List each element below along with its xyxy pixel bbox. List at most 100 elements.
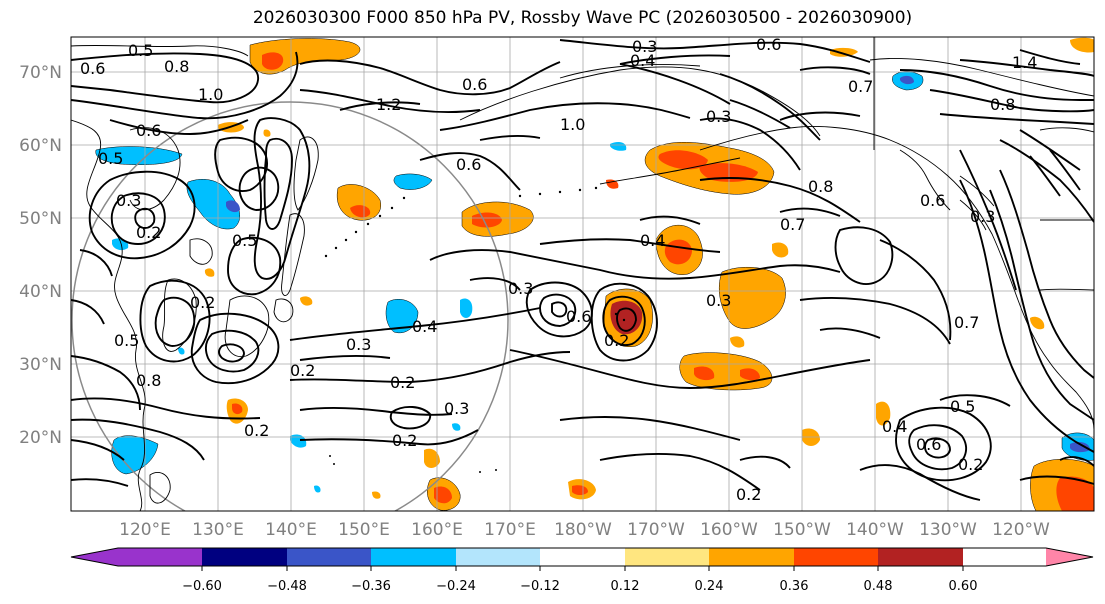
- lon-label: 130°W: [919, 520, 977, 540]
- contour-label: 0.2: [190, 293, 215, 312]
- contour-label: 0.5: [128, 41, 153, 60]
- colorbar-tick-label: −0.24: [436, 579, 476, 594]
- lon-label: 120°W: [992, 520, 1050, 540]
- colorbar-cell: [1046, 548, 1093, 566]
- colorbar-tick-label: 0.48: [864, 579, 893, 594]
- lon-label: 180°W: [554, 520, 612, 540]
- map-title: 2026030300 F000 850 hPa PV, Rossby Wave …: [252, 8, 913, 28]
- contour-labels: 0.5 0.6 0.8 1.0 1.2 0.6 0.3 0.4 0.6 1.4 …: [80, 35, 1037, 504]
- contour-label: 0.6: [920, 191, 945, 210]
- contour-label: 0.6: [916, 435, 941, 454]
- lon-label: 150°W: [773, 520, 831, 540]
- contour-label: 0.6: [80, 59, 105, 78]
- contour-label: 0.4: [882, 417, 907, 436]
- contour-label: 0.4: [640, 231, 665, 250]
- colorbar-cells: [71, 548, 1093, 566]
- contour-label: 0.3: [970, 207, 995, 226]
- contour-label: 0.3: [444, 399, 469, 418]
- lon-label: 170°W: [627, 520, 685, 540]
- lon-label: 160°E: [411, 520, 463, 540]
- pv-contours: [71, 39, 1094, 501]
- map-frame: [70, 36, 1095, 512]
- contour-label: 0.5: [114, 331, 139, 350]
- colorbar-tick-label: 0.24: [695, 579, 724, 594]
- contour-label: 1.0: [560, 115, 585, 134]
- colorbar-cell: [456, 548, 540, 566]
- colorbar-tick-label: 0.60: [949, 579, 978, 594]
- contour-label: 0.8: [136, 371, 161, 390]
- contour-label: 0.5: [232, 231, 257, 250]
- map-background: [71, 37, 1094, 511]
- lon-label: 140°E: [265, 520, 317, 540]
- rossby-wave-circle: [71, 101, 509, 511]
- lon-label: 130°E: [192, 520, 244, 540]
- contour-label: 1.0: [198, 85, 223, 104]
- contour-label: 0.7: [780, 215, 805, 234]
- contour-label: 0.2: [604, 331, 629, 350]
- lat-label: 20°N: [19, 428, 62, 448]
- contour-label: 0.6: [566, 307, 591, 326]
- contour-label: 0.3: [706, 107, 731, 126]
- colorbar-cell: [709, 548, 794, 566]
- contour-label: 0.2: [958, 455, 983, 474]
- contour-label: 0.2: [136, 223, 161, 242]
- colorbar-tick-label: 0.12: [611, 579, 640, 594]
- colorbar-tick-label: −0.12: [520, 579, 560, 594]
- contour-label: 0.2: [392, 431, 417, 450]
- colorbar-outline: [70, 547, 1094, 567]
- lon-label: 150°E: [338, 520, 390, 540]
- contour-label: 0.2: [736, 485, 761, 504]
- lon-label: 170°E: [484, 520, 536, 540]
- colorbar-cell: [371, 548, 456, 566]
- contour-label: 0.3: [346, 335, 371, 354]
- contour-label: 0.8: [808, 177, 833, 196]
- contour-label: 0.8: [990, 95, 1015, 114]
- contour-label: 0.6: [456, 155, 481, 174]
- contour-label: 0.3: [116, 191, 141, 210]
- lat-label: 30°N: [19, 355, 62, 375]
- contour-label: 0.5: [950, 397, 975, 416]
- contour-label: 0.2: [390, 373, 415, 392]
- colorbar-cell: [540, 548, 625, 566]
- lat-label: 60°N: [19, 136, 62, 156]
- pv-anomaly-negative-fills: [95, 71, 1094, 493]
- colorbar-cell: [625, 548, 709, 566]
- contour-label: 0.2: [244, 421, 269, 440]
- contour-label: 0.3: [706, 291, 731, 310]
- colorbar-ticks: [201, 566, 964, 571]
- contour-label: 0.3: [632, 37, 657, 56]
- lon-label: 120°E: [119, 520, 171, 540]
- colorbar-tick-label: −0.36: [351, 579, 391, 594]
- island-chains: [324, 186, 626, 473]
- lat-label: 70°N: [19, 63, 62, 83]
- contour-label: 1.2: [376, 95, 401, 114]
- colorbar-tick-label: 0.36: [780, 579, 809, 594]
- longitude-labels: 120°E 130°E 140°E 150°E 160°E 170°E 180°…: [119, 520, 1050, 540]
- contour-label: 1.4: [1012, 53, 1037, 72]
- contour-label: 0.2: [290, 361, 315, 380]
- colorbar-cell: [794, 548, 878, 566]
- contour-label: 0.6: [462, 75, 487, 94]
- coastlines: [71, 37, 1094, 511]
- contour-label: 0.7: [848, 77, 873, 96]
- lon-label: 160°W: [700, 520, 758, 540]
- map-gridlines: [71, 37, 1094, 511]
- colorbar-cell: [202, 548, 287, 566]
- contour-label: 0.8: [164, 57, 189, 76]
- colorbar-cell: [878, 548, 963, 566]
- map-content: 0.5 0.6 0.8 1.0 1.2 0.6 0.3 0.4 0.6 1.4 …: [71, 35, 1094, 511]
- contour-label: 0.6: [136, 121, 161, 140]
- colorbar-cell: [287, 548, 371, 566]
- contour-label: 0.6: [756, 35, 781, 54]
- lat-label: 40°N: [19, 282, 62, 302]
- colorbar-tick-label: −0.48: [267, 579, 307, 594]
- colorbar-labels: −0.60 −0.48 −0.36 −0.24 −0.12 0.12 0.24 …: [182, 579, 977, 594]
- lon-label: 140°W: [846, 520, 904, 540]
- contour-label: 0.4: [630, 51, 655, 70]
- contour-label: 0.3: [508, 279, 533, 298]
- colorbar-tick-label: −0.60: [182, 579, 222, 594]
- contour-label: 0.5: [98, 149, 123, 168]
- contour-label: 0.7: [954, 313, 979, 332]
